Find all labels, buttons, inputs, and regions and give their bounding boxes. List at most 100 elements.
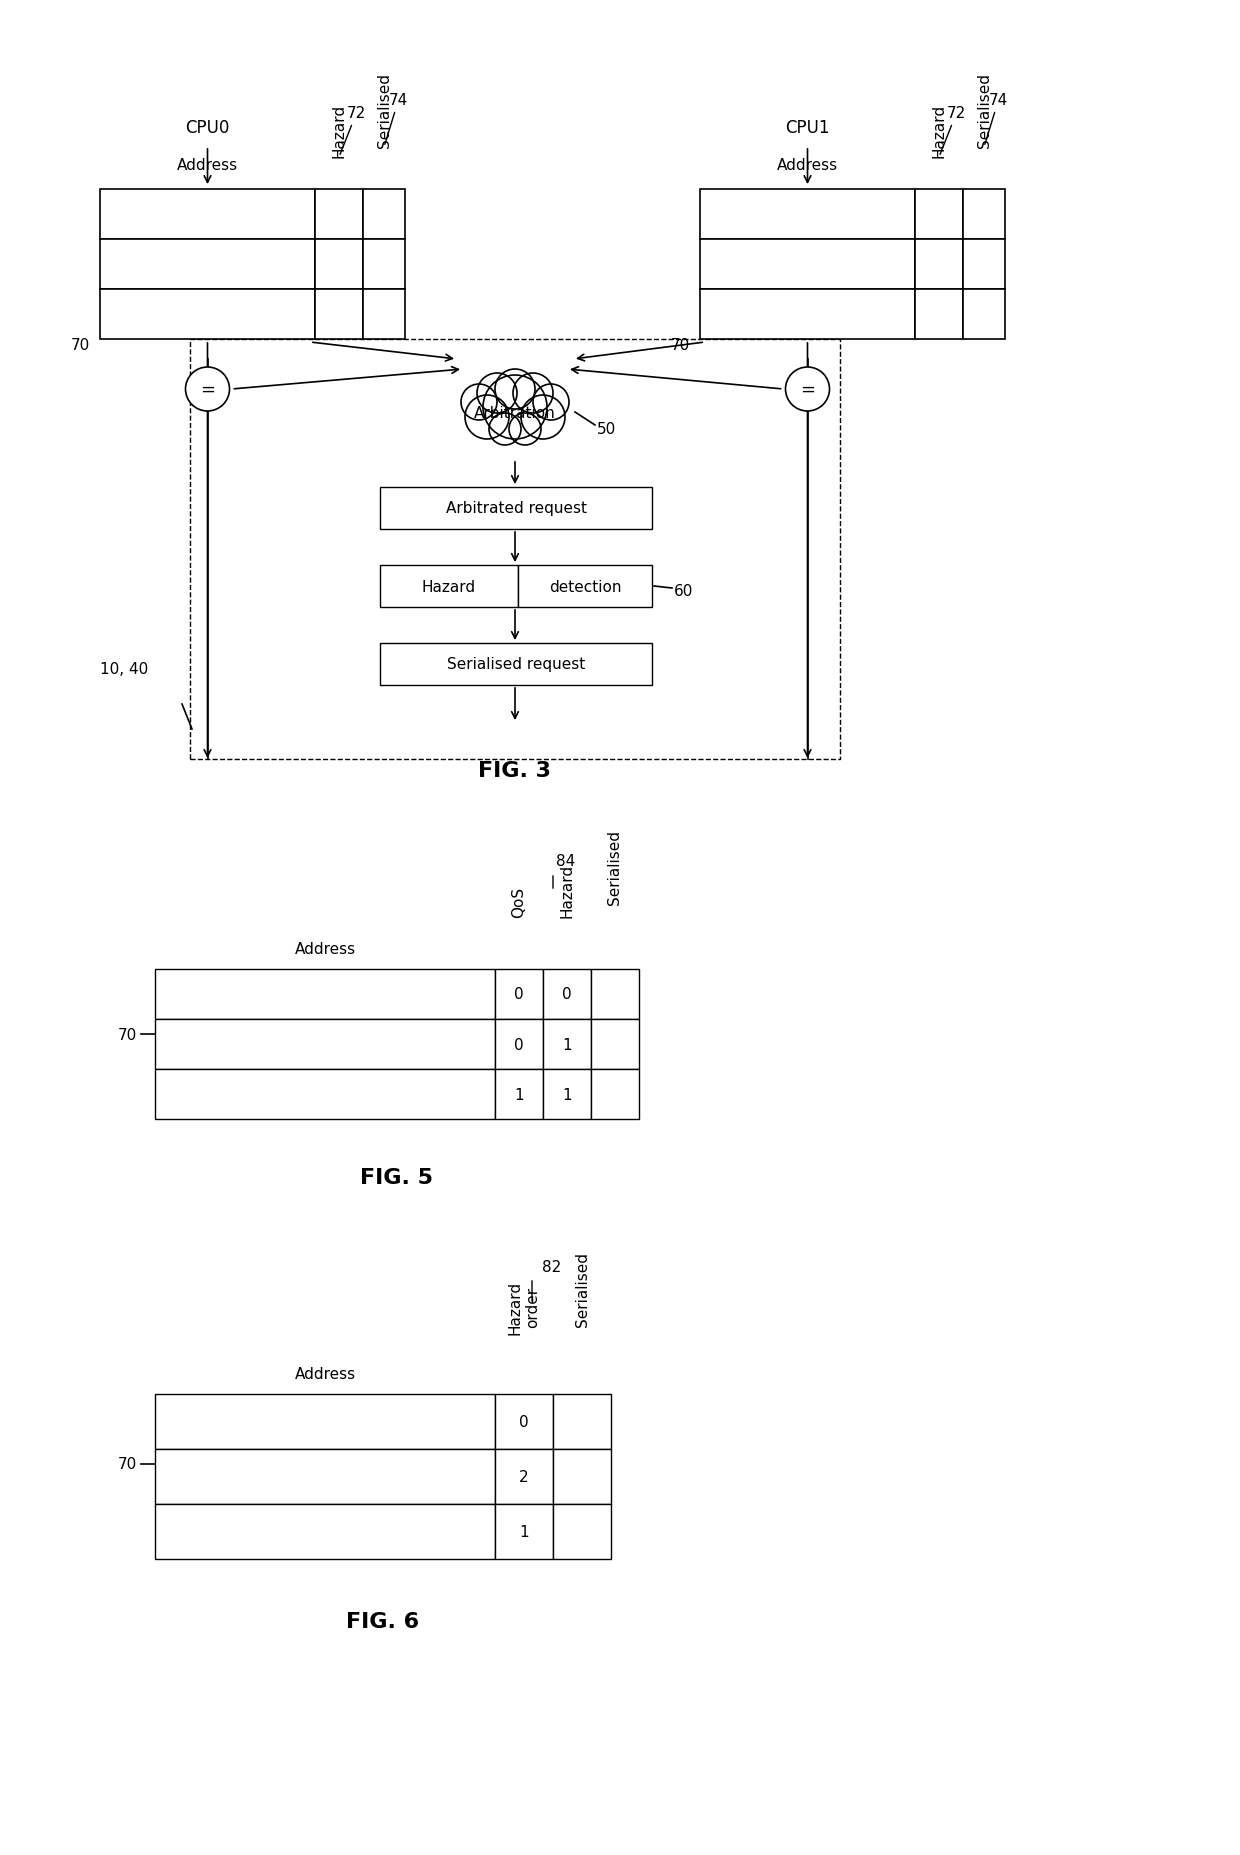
Text: Serialised: Serialised: [977, 72, 992, 148]
Bar: [379, 488, 652, 531]
Bar: [701, 239, 915, 289]
Text: 70: 70: [671, 338, 689, 352]
Circle shape: [533, 384, 569, 421]
Text: 0: 0: [520, 1414, 528, 1428]
Bar: [701, 289, 915, 339]
Bar: [155, 1070, 495, 1119]
Circle shape: [477, 375, 517, 414]
Circle shape: [484, 377, 547, 440]
Text: 0: 0: [562, 987, 572, 1002]
Bar: [495, 1395, 553, 1449]
Bar: [553, 1449, 611, 1504]
Circle shape: [465, 395, 508, 440]
Text: Serialised: Serialised: [377, 72, 392, 148]
Bar: [495, 1449, 553, 1504]
Bar: [315, 239, 363, 289]
Text: detection: detection: [549, 579, 621, 594]
Text: CPU1: CPU1: [785, 119, 830, 137]
Text: 70: 70: [118, 1456, 136, 1471]
Bar: [701, 189, 915, 239]
Bar: [495, 1020, 543, 1070]
Text: 74: 74: [985, 93, 1008, 145]
Bar: [591, 970, 639, 1020]
Bar: [379, 644, 652, 686]
Bar: [363, 239, 405, 289]
Text: Hazard: Hazard: [422, 579, 476, 594]
Text: CPU0: CPU0: [185, 119, 229, 137]
Text: 1: 1: [520, 1525, 528, 1540]
Bar: [553, 1395, 611, 1449]
Bar: [155, 970, 495, 1020]
Bar: [543, 1020, 591, 1070]
Text: 10, 40: 10, 40: [99, 662, 148, 677]
Text: 70: 70: [71, 338, 91, 352]
Bar: [315, 289, 363, 339]
Bar: [155, 1020, 495, 1070]
Bar: [963, 189, 1004, 239]
Text: Serialised: Serialised: [608, 829, 622, 905]
Text: Arbitration: Arbitration: [474, 404, 556, 421]
Bar: [379, 566, 518, 608]
Text: 1: 1: [562, 1037, 572, 1052]
Bar: [363, 189, 405, 239]
Text: Arbitrated request: Arbitrated request: [445, 501, 587, 516]
Text: 72: 72: [940, 106, 966, 156]
Text: 1: 1: [562, 1087, 572, 1102]
Text: Address: Address: [177, 158, 238, 173]
Text: QoS: QoS: [511, 887, 527, 918]
Text: 2: 2: [520, 1469, 528, 1484]
Bar: [915, 189, 963, 239]
Circle shape: [521, 395, 565, 440]
Text: Hazard
order: Hazard order: [508, 1280, 541, 1334]
Bar: [190, 339, 839, 759]
Bar: [963, 289, 1004, 339]
Text: 50: 50: [596, 423, 616, 438]
Circle shape: [508, 414, 541, 445]
Bar: [591, 1020, 639, 1070]
Text: 70: 70: [118, 1028, 136, 1043]
Text: Address: Address: [294, 1367, 356, 1382]
Bar: [591, 1070, 639, 1119]
Text: 1: 1: [515, 1087, 523, 1102]
Bar: [963, 239, 1004, 289]
Bar: [495, 1504, 553, 1560]
Bar: [915, 289, 963, 339]
Text: =: =: [200, 380, 215, 399]
Circle shape: [513, 375, 553, 414]
Text: 0: 0: [515, 1037, 523, 1052]
Text: 84: 84: [556, 853, 575, 868]
Text: Serialised request: Serialised request: [446, 657, 585, 672]
Text: Address: Address: [294, 942, 356, 957]
Bar: [543, 1070, 591, 1119]
Text: 74: 74: [384, 93, 408, 145]
Text: Hazard: Hazard: [559, 863, 574, 918]
Bar: [100, 189, 315, 239]
Bar: [315, 189, 363, 239]
Circle shape: [495, 369, 534, 410]
Circle shape: [489, 414, 521, 445]
Bar: [363, 289, 405, 339]
Bar: [553, 1504, 611, 1560]
Circle shape: [186, 367, 229, 412]
Bar: [518, 566, 652, 608]
Text: 60: 60: [675, 582, 693, 597]
Bar: [495, 1070, 543, 1119]
Text: Hazard: Hazard: [931, 104, 946, 158]
Bar: [495, 970, 543, 1020]
Bar: [155, 1504, 495, 1560]
Text: =: =: [800, 380, 815, 399]
Bar: [543, 970, 591, 1020]
Circle shape: [461, 384, 497, 421]
Text: FIG. 6: FIG. 6: [346, 1612, 419, 1631]
Text: 72: 72: [340, 106, 366, 156]
Text: 82: 82: [542, 1260, 562, 1274]
Text: 0: 0: [515, 987, 523, 1002]
Bar: [100, 289, 315, 339]
Text: FIG. 5: FIG. 5: [361, 1167, 434, 1187]
Circle shape: [785, 367, 830, 412]
Text: FIG. 3: FIG. 3: [479, 761, 552, 781]
Bar: [915, 239, 963, 289]
Text: Address: Address: [777, 158, 838, 173]
Bar: [100, 239, 315, 289]
Text: Hazard: Hazard: [331, 104, 346, 158]
